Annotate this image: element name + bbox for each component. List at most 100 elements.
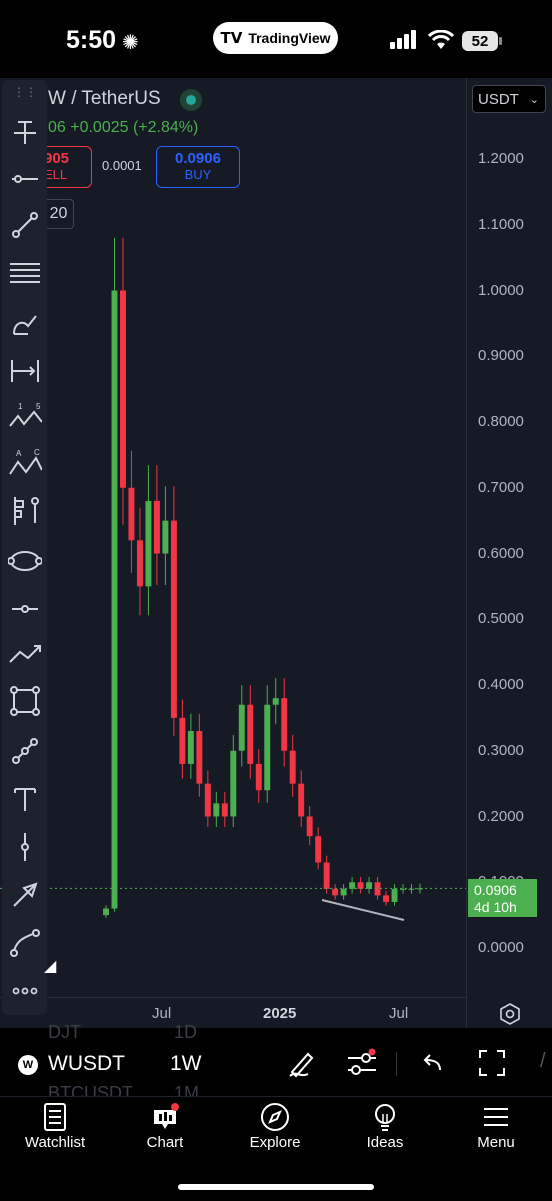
candle-body	[255, 763, 262, 791]
price-axis-label: 0.6000	[478, 544, 524, 562]
candlestick-series[interactable]	[0, 78, 466, 996]
svg-text:1: 1	[18, 402, 23, 411]
trend-line-icon[interactable]	[8, 208, 42, 242]
vertical-line-icon[interactable]	[8, 830, 42, 864]
sell-label: ELL	[44, 167, 68, 182]
tab-explore[interactable]: Explore	[230, 1102, 320, 1162]
time-axis-divider	[0, 997, 466, 998]
candle-body	[349, 882, 356, 889]
path-icon[interactable]	[8, 638, 42, 672]
tab-chart[interactable]: Chart	[120, 1102, 210, 1162]
candle-body	[383, 895, 390, 902]
price-line-icon[interactable]	[8, 592, 42, 626]
pair-title[interactable]: W / TetherUS	[48, 88, 161, 109]
overflow-edge-icon: /	[540, 1050, 546, 1072]
ghost-interval-1: 1D	[174, 1022, 198, 1042]
hamburger-menu-icon	[484, 1108, 508, 1126]
tradingview-logo-icon: 𝗧𝗩	[220, 30, 243, 47]
cursor-crosshair-icon[interactable]	[8, 116, 42, 150]
arrow-tool-icon[interactable]	[8, 878, 42, 912]
settings-gear-icon: ✺	[122, 32, 139, 54]
undo-icon[interactable]	[420, 1052, 444, 1074]
date-range-icon[interactable]	[8, 354, 42, 388]
ghost-symbol-1: DJT	[48, 1022, 81, 1042]
interval-selector[interactable]: 1W	[170, 1052, 202, 1075]
currency-select[interactable]: USDT ⌄	[472, 85, 546, 113]
drawing-pen-icon[interactable]	[286, 1048, 316, 1078]
battery-indicator: 52	[462, 31, 498, 51]
time-axis-label: Jul	[152, 1005, 172, 1022]
toolbar-divider	[396, 1052, 397, 1076]
quantity-field[interactable]: 20	[44, 199, 74, 229]
toolbar-drag-handle-icon[interactable]: ⋮⋮	[13, 85, 37, 99]
pill-label: TradingView	[248, 30, 331, 46]
tradingview-pill[interactable]: 𝗧𝗩 TradingView	[213, 22, 338, 54]
chart-settings-icon[interactable]	[499, 1003, 521, 1025]
price-axis-label: 0.2000	[478, 807, 524, 825]
candle-body	[281, 698, 288, 751]
last-price-tag: 0.0906 4d 10h	[468, 879, 537, 917]
symbol-bar	[0, 1028, 552, 1096]
buy-button[interactable]: 0.0906 BUY	[156, 146, 240, 188]
tab-ideas[interactable]: Ideas	[340, 1102, 430, 1162]
tab-watchlist[interactable]: Watchlist	[10, 1102, 100, 1162]
ellipse-icon[interactable]	[8, 544, 42, 578]
market-open-icon	[180, 89, 202, 111]
candle-body	[111, 290, 118, 909]
long-position-icon[interactable]	[8, 494, 42, 528]
svg-text:5: 5	[36, 402, 41, 411]
ruler-measure-icon[interactable]	[8, 734, 42, 768]
chart-tab-icon	[154, 1103, 179, 1129]
parallel-channel-icon[interactable]	[8, 256, 42, 290]
collapse-arrow-icon[interactable]: ◢	[44, 958, 57, 975]
more-tools-icon[interactable]	[8, 974, 42, 1008]
battery-cap	[499, 37, 502, 45]
candle-body	[103, 908, 109, 916]
price-axis-label: 0.5000	[478, 610, 524, 628]
candle-body	[204, 783, 211, 817]
tab-label: Watchlist	[24, 1134, 86, 1151]
price-change: 06 +0.0025 (+2.84%)	[48, 119, 199, 136]
symbol-selector[interactable]: WUSDT	[48, 1052, 125, 1075]
rectangle-icon[interactable]	[8, 684, 42, 718]
spread-value: 0.0001	[102, 158, 142, 173]
text-tool-icon[interactable]	[8, 782, 42, 816]
candle-body	[323, 862, 330, 889]
horizontal-ray-icon[interactable]	[8, 162, 42, 196]
fullscreen-icon[interactable]	[478, 1049, 506, 1077]
candle-body	[391, 888, 398, 902]
indicators-sliders-icon[interactable]	[346, 1048, 378, 1078]
curve-icon[interactable]	[8, 926, 42, 960]
brush-icon[interactable]	[8, 306, 42, 340]
time-axis-label: Jul	[389, 1005, 409, 1022]
candle-body	[136, 540, 143, 587]
watchlist-icon	[44, 1103, 66, 1131]
candle-body	[213, 803, 220, 817]
candle-body	[179, 717, 186, 764]
price-axis-label: 0.0000	[478, 939, 524, 956]
symbol-logo-icon: W	[18, 1055, 38, 1075]
candle-body	[162, 520, 169, 554]
buy-label: BUY	[184, 167, 212, 182]
candle-body	[247, 704, 254, 764]
candle-body	[145, 500, 152, 587]
tab-label: Ideas	[366, 1134, 404, 1151]
candle-body	[408, 888, 415, 890]
tab-menu[interactable]: Menu	[451, 1102, 541, 1162]
last-price: 0.0906	[474, 882, 517, 898]
price-axis-label: 1.2000	[478, 150, 524, 167]
price-axis-label: 1.0000	[478, 281, 524, 299]
candle-body	[120, 290, 126, 488]
chart-canvas[interactable]	[0, 78, 552, 1028]
candle-body	[238, 704, 245, 751]
buy-price: 0.0906	[175, 150, 221, 167]
svg-text:C: C	[34, 448, 40, 457]
price-axis-label: 0.7000	[478, 478, 524, 496]
candle-body	[315, 836, 322, 863]
sell-button[interactable]: 905 ELL	[44, 146, 92, 188]
candle-body	[264, 704, 271, 791]
candle-body	[272, 698, 279, 705]
